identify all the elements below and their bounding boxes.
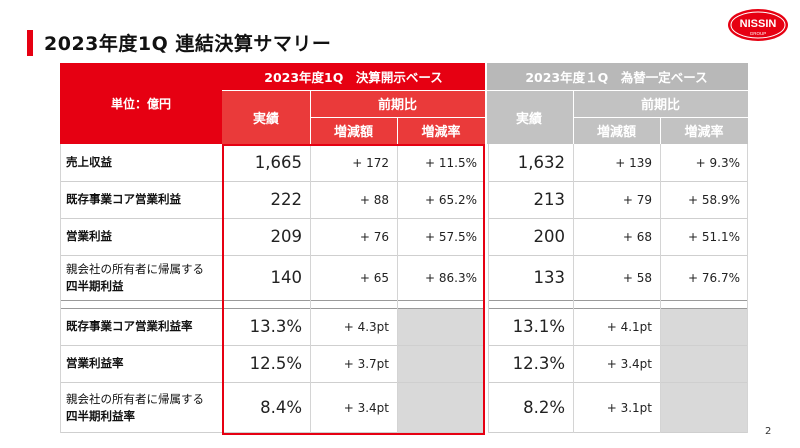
table-cell: 13.1% — [512, 317, 565, 336]
table-cell: 8.4% — [260, 398, 302, 417]
row-label-core-op-profit: 既存事業コア営業利益 — [66, 192, 181, 207]
table-cell: + 3.7pt — [343, 356, 389, 371]
table-cell: 1,632 — [517, 153, 565, 172]
empty-cell — [660, 382, 748, 433]
row-label-revenue: 売上収益 — [66, 155, 112, 170]
table-cell: 140 — [270, 268, 303, 287]
empty-cell — [397, 308, 485, 345]
table-cell: 12.3% — [512, 354, 565, 373]
row-label-line1: 親会社の所有者に帰属する — [66, 261, 204, 276]
reported-amt-header: 増減額 — [310, 117, 397, 144]
table-cell: + 3.4pt — [343, 400, 389, 415]
row-label-core-op-margin: 既存事業コア営業利益率 — [66, 319, 193, 334]
table-cell: + 139 — [615, 155, 652, 170]
reported-actual-header: 実績 — [222, 90, 310, 144]
row-label-net-profit: 親会社の所有者に帰属する 四半期利益 — [60, 255, 222, 300]
table-cell: + 4.1pt — [606, 319, 652, 334]
fx-rate-header: 増減率 — [660, 117, 748, 144]
reported-rate-header: 増減率 — [397, 117, 485, 144]
table-cell: + 58.9% — [688, 192, 740, 207]
empty-cell — [397, 345, 485, 382]
logo-text: NISSIN — [740, 18, 777, 30]
table-cell: + 65.2% — [425, 192, 477, 207]
table-cell: + 65 — [359, 270, 389, 285]
unit-label: 単位：億円 — [60, 63, 222, 144]
fx-actual-header: 実績 — [485, 90, 573, 144]
table-cell: 222 — [270, 190, 303, 209]
table-cell: 1,665 — [254, 153, 302, 172]
table-cell: 13.3% — [249, 317, 302, 336]
table-cell: + 172 — [352, 155, 389, 170]
table-cell: 12.5% — [249, 354, 302, 373]
row-label-line1: 親会社の所有者に帰属する — [66, 391, 204, 406]
table-cell: + 58 — [622, 270, 652, 285]
title-accent-bar — [27, 30, 33, 56]
table-cell: + 68 — [622, 229, 652, 244]
table-cell: 8.2% — [523, 398, 565, 417]
table-cell: + 4.3pt — [343, 319, 389, 334]
table-cell: + 86.3% — [425, 270, 477, 285]
table-cell: + 57.5% — [425, 229, 477, 244]
table-cell: 213 — [533, 190, 566, 209]
fx-yoy-header: 前期比 — [573, 90, 748, 117]
row-label-line2: 四半期利益 — [66, 278, 124, 293]
table-cell: + 3.1pt — [606, 400, 652, 415]
nissin-logo: NISSIN GROUP — [728, 9, 788, 41]
empty-cell — [660, 345, 748, 382]
row-label-line2: 四半期利益率 — [66, 408, 135, 423]
summary-table: 単位：億円 2023年度1Q 決算開示ベース 実績 前期比 増減額 増減率 20… — [60, 63, 748, 435]
reported-yoy-header: 前期比 — [310, 90, 485, 117]
table-cell: 209 — [270, 227, 303, 246]
table-cell: + 11.5% — [425, 155, 477, 170]
logo-subtext: GROUP — [750, 31, 767, 36]
row-label-op-margin: 営業利益率 — [66, 356, 124, 371]
row-label-op-profit: 営業利益 — [66, 229, 112, 244]
table-cell: + 79 — [622, 192, 652, 207]
table-cell: 133 — [533, 268, 566, 287]
table-cell: + 88 — [359, 192, 389, 207]
table-cell: + 51.1% — [688, 229, 740, 244]
table-cell: + 76 — [359, 229, 389, 244]
empty-cell — [397, 382, 485, 433]
row-label-net-margin: 親会社の所有者に帰属する 四半期利益率 — [60, 382, 222, 433]
fx-amt-header: 増減額 — [573, 117, 660, 144]
table-cell: 200 — [533, 227, 566, 246]
table-cell: + 9.3% — [695, 155, 740, 170]
group-reported-header: 2023年度1Q 決算開示ベース — [222, 63, 485, 90]
page-title: 2023年度1Q 連結決算サマリー — [44, 33, 332, 55]
group-fx-header: 2023年度１Q 為替一定ベース — [485, 63, 748, 90]
empty-cell — [660, 308, 748, 345]
table-cell: + 76.7% — [688, 270, 740, 285]
page-number: 2 — [765, 426, 772, 437]
table-cell: + 3.4pt — [606, 356, 652, 371]
